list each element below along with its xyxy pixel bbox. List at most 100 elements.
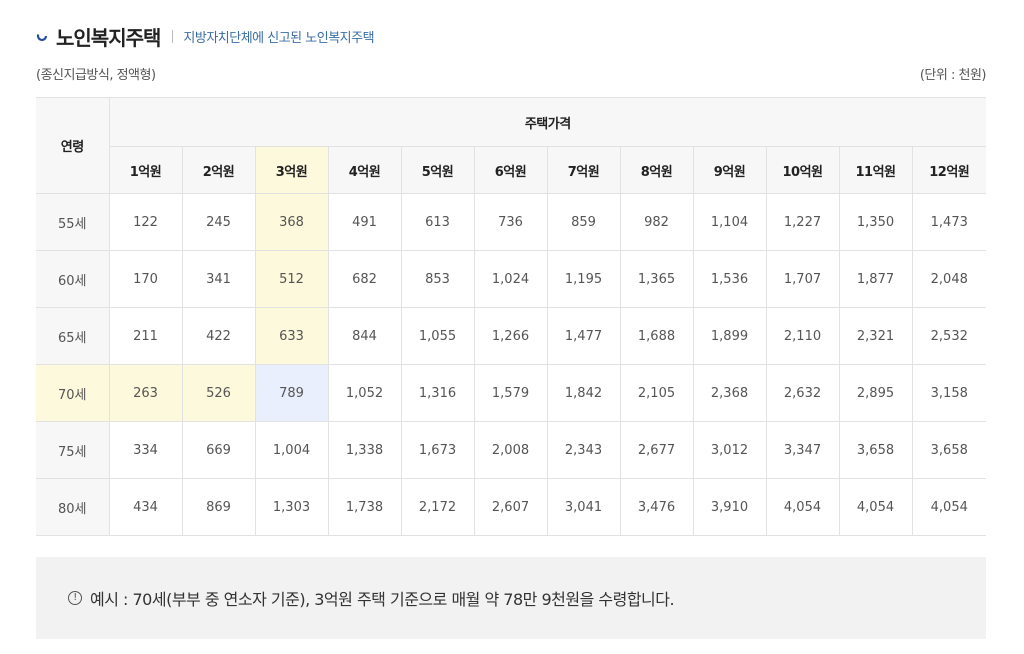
value-cell: 2,532 [911, 307, 986, 365]
value-cell: 1,055 [400, 307, 475, 365]
age-cell: 70세 [36, 364, 110, 422]
price-column-header: 1억원 [109, 146, 183, 194]
value-cell: 3,347 [765, 421, 840, 479]
value-cell: 2,110 [765, 307, 840, 365]
value-cell: 1,195 [546, 250, 621, 308]
value-cell: 526 [181, 364, 256, 422]
house-price-header: 주택가격 [108, 97, 986, 147]
price-columns-row: 1억원 2억원 3억원 4억원 5억원 6억원 7억원 8억원 9억원 10억원 11억원 12억원 [36, 146, 986, 194]
value-cell: 334 [108, 421, 183, 479]
value-cell: 3,041 [546, 478, 621, 536]
section-header: 노인복지주택 지방자치단체에 신고된 노인복지주택 [36, 20, 375, 52]
value-cell: 3,012 [692, 421, 767, 479]
price-column-header: 6억원 [473, 146, 548, 194]
value-cell: 422 [181, 307, 256, 365]
value-cell: 4,054 [838, 478, 913, 536]
age-cell: 60세 [36, 250, 110, 308]
price-column-header: 4억원 [327, 146, 402, 194]
value-cell: 1,673 [400, 421, 475, 479]
page-subtitle: 지방자치단체에 신고된 노인복지주택 [183, 30, 375, 46]
value-cell: 633 [254, 307, 329, 365]
value-cell: 1,024 [473, 250, 548, 308]
value-cell: 368 [254, 193, 329, 251]
value-cell: 491 [327, 193, 402, 251]
value-cell: 263 [108, 364, 183, 422]
value-cell: 2,343 [546, 421, 621, 479]
value-cell: 1,052 [327, 364, 402, 422]
value-cell: 2,172 [400, 478, 475, 536]
value-cell: 1,350 [838, 193, 913, 251]
value-cell: 1,477 [546, 307, 621, 365]
age-column-header: 연령 [36, 97, 110, 194]
price-column-header: 2억원 [181, 146, 256, 194]
value-cell: 512 [254, 250, 329, 308]
table-row: 60세 170 341 512 682 853 1,024 1,195 1,365 1,536 1,… [36, 250, 986, 308]
price-column-header: 9억원 [692, 146, 767, 194]
value-cell: 3,158 [911, 364, 986, 422]
value-cell: 211 [108, 307, 183, 365]
table-row: 70세 263 526 789 1,052 1,316 1,579 1,842 2,105 2,3… [36, 364, 986, 422]
value-cell: 3,658 [911, 421, 986, 479]
table-body: 55세 122 245 368 491 613 736 859 982 1,104 1,227 1,3… [36, 193, 986, 536]
value-cell: 1,707 [765, 250, 840, 308]
value-cell: 1,365 [619, 250, 694, 308]
value-cell: 1,899 [692, 307, 767, 365]
unit-label: (단위 : 천원) [919, 68, 987, 83]
value-cell: 434 [108, 478, 183, 536]
table-row: 65세 211 422 633 844 1,055 1,266 1,477 1,688 1,899… [36, 307, 986, 365]
value-cell: 1,227 [765, 193, 840, 251]
table-row: 55세 122 245 368 491 613 736 859 982 1,104 1,227 1,3… [36, 193, 986, 251]
value-cell: 2,321 [838, 307, 913, 365]
price-column-header: 7억원 [546, 146, 621, 194]
value-cell: 1,738 [327, 478, 402, 536]
value-cell: 3,658 [838, 421, 913, 479]
example-note: ! 예시 : 70세(부부 중 연소자 기준), 3억원 주택 기준으로 매월 … [36, 557, 986, 639]
value-cell: 3,476 [619, 478, 694, 536]
value-cell: 669 [181, 421, 256, 479]
value-cell: 1,338 [327, 421, 402, 479]
value-cell: 1,688 [619, 307, 694, 365]
value-cell: 4,054 [911, 478, 986, 536]
value-cell: 245 [181, 193, 256, 251]
value-cell: 789 [254, 364, 329, 422]
value-cell: 122 [108, 193, 183, 251]
value-cell: 170 [108, 250, 183, 308]
price-column-header: 3억원 [254, 146, 329, 194]
value-cell: 1,842 [546, 364, 621, 422]
value-cell: 1,303 [254, 478, 329, 536]
value-cell: 1,316 [400, 364, 475, 422]
value-cell: 869 [181, 478, 256, 536]
value-cell: 1,266 [473, 307, 548, 365]
value-cell: 982 [619, 193, 694, 251]
value-cell: 853 [400, 250, 475, 308]
value-cell: 1,579 [473, 364, 548, 422]
title-divider [172, 29, 174, 43]
price-column-header: 10억원 [765, 146, 840, 194]
table-meta: (종신지급방식, 정액형) (단위 : 천원) [36, 64, 987, 83]
value-cell: 2,607 [473, 478, 548, 536]
value-cell: 2,008 [473, 421, 548, 479]
example-note-text: 예시 : 70세(부부 중 연소자 기준), 3억원 주택 기준으로 매월 약 … [90, 590, 675, 609]
price-column-header: 8억원 [619, 146, 694, 194]
price-column-header: 5억원 [400, 146, 475, 194]
value-cell: 1,877 [838, 250, 913, 308]
value-cell: 1,004 [254, 421, 329, 479]
value-cell: 2,632 [765, 364, 840, 422]
value-cell: 1,473 [911, 193, 986, 251]
value-cell: 2,677 [619, 421, 694, 479]
age-cell: 65세 [36, 307, 110, 365]
value-cell: 859 [546, 193, 621, 251]
value-cell: 1,104 [692, 193, 767, 251]
value-cell: 2,105 [619, 364, 694, 422]
value-cell: 613 [400, 193, 475, 251]
age-cell: 75세 [36, 421, 110, 479]
value-cell: 341 [181, 250, 256, 308]
value-cell: 1,536 [692, 250, 767, 308]
value-cell: 2,048 [911, 250, 986, 308]
value-cell: 2,368 [692, 364, 767, 422]
age-cell: 80세 [36, 478, 110, 536]
table-row: 75세 334 669 1,004 1,338 1,673 2,008 2,343 2,677 3… [36, 421, 986, 479]
value-cell: 682 [327, 250, 402, 308]
page-title: 노인복지주택 [56, 25, 161, 50]
value-cell: 4,054 [765, 478, 840, 536]
